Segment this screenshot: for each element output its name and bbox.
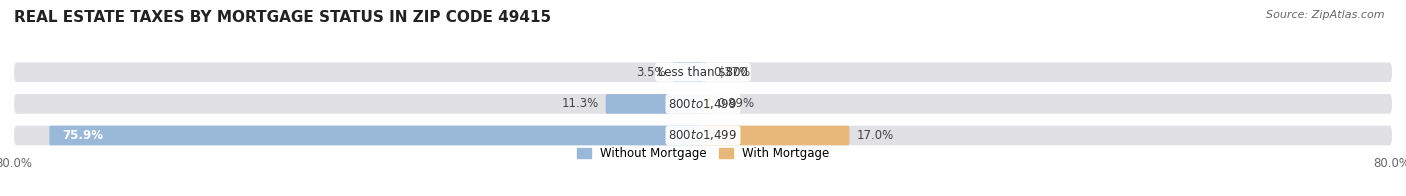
Legend: Without Mortgage, With Mortgage: Without Mortgage, With Mortgage xyxy=(572,142,834,165)
Text: Less than $800: Less than $800 xyxy=(658,66,748,79)
Text: 17.0%: 17.0% xyxy=(856,129,894,142)
FancyBboxPatch shape xyxy=(14,126,1392,145)
FancyBboxPatch shape xyxy=(703,126,849,145)
FancyBboxPatch shape xyxy=(606,94,703,114)
Text: 0.37%: 0.37% xyxy=(713,66,751,79)
FancyBboxPatch shape xyxy=(14,63,1392,82)
Text: 11.3%: 11.3% xyxy=(561,97,599,110)
Text: 75.9%: 75.9% xyxy=(62,129,103,142)
FancyBboxPatch shape xyxy=(703,63,706,82)
FancyBboxPatch shape xyxy=(673,63,703,82)
FancyBboxPatch shape xyxy=(703,94,710,114)
Text: 3.5%: 3.5% xyxy=(637,66,666,79)
FancyBboxPatch shape xyxy=(49,126,703,145)
Text: 0.89%: 0.89% xyxy=(717,97,755,110)
Text: Source: ZipAtlas.com: Source: ZipAtlas.com xyxy=(1267,10,1385,20)
Text: REAL ESTATE TAXES BY MORTGAGE STATUS IN ZIP CODE 49415: REAL ESTATE TAXES BY MORTGAGE STATUS IN … xyxy=(14,10,551,25)
FancyBboxPatch shape xyxy=(14,94,1392,114)
Text: $800 to $1,499: $800 to $1,499 xyxy=(668,129,738,142)
Text: $800 to $1,499: $800 to $1,499 xyxy=(668,97,738,111)
